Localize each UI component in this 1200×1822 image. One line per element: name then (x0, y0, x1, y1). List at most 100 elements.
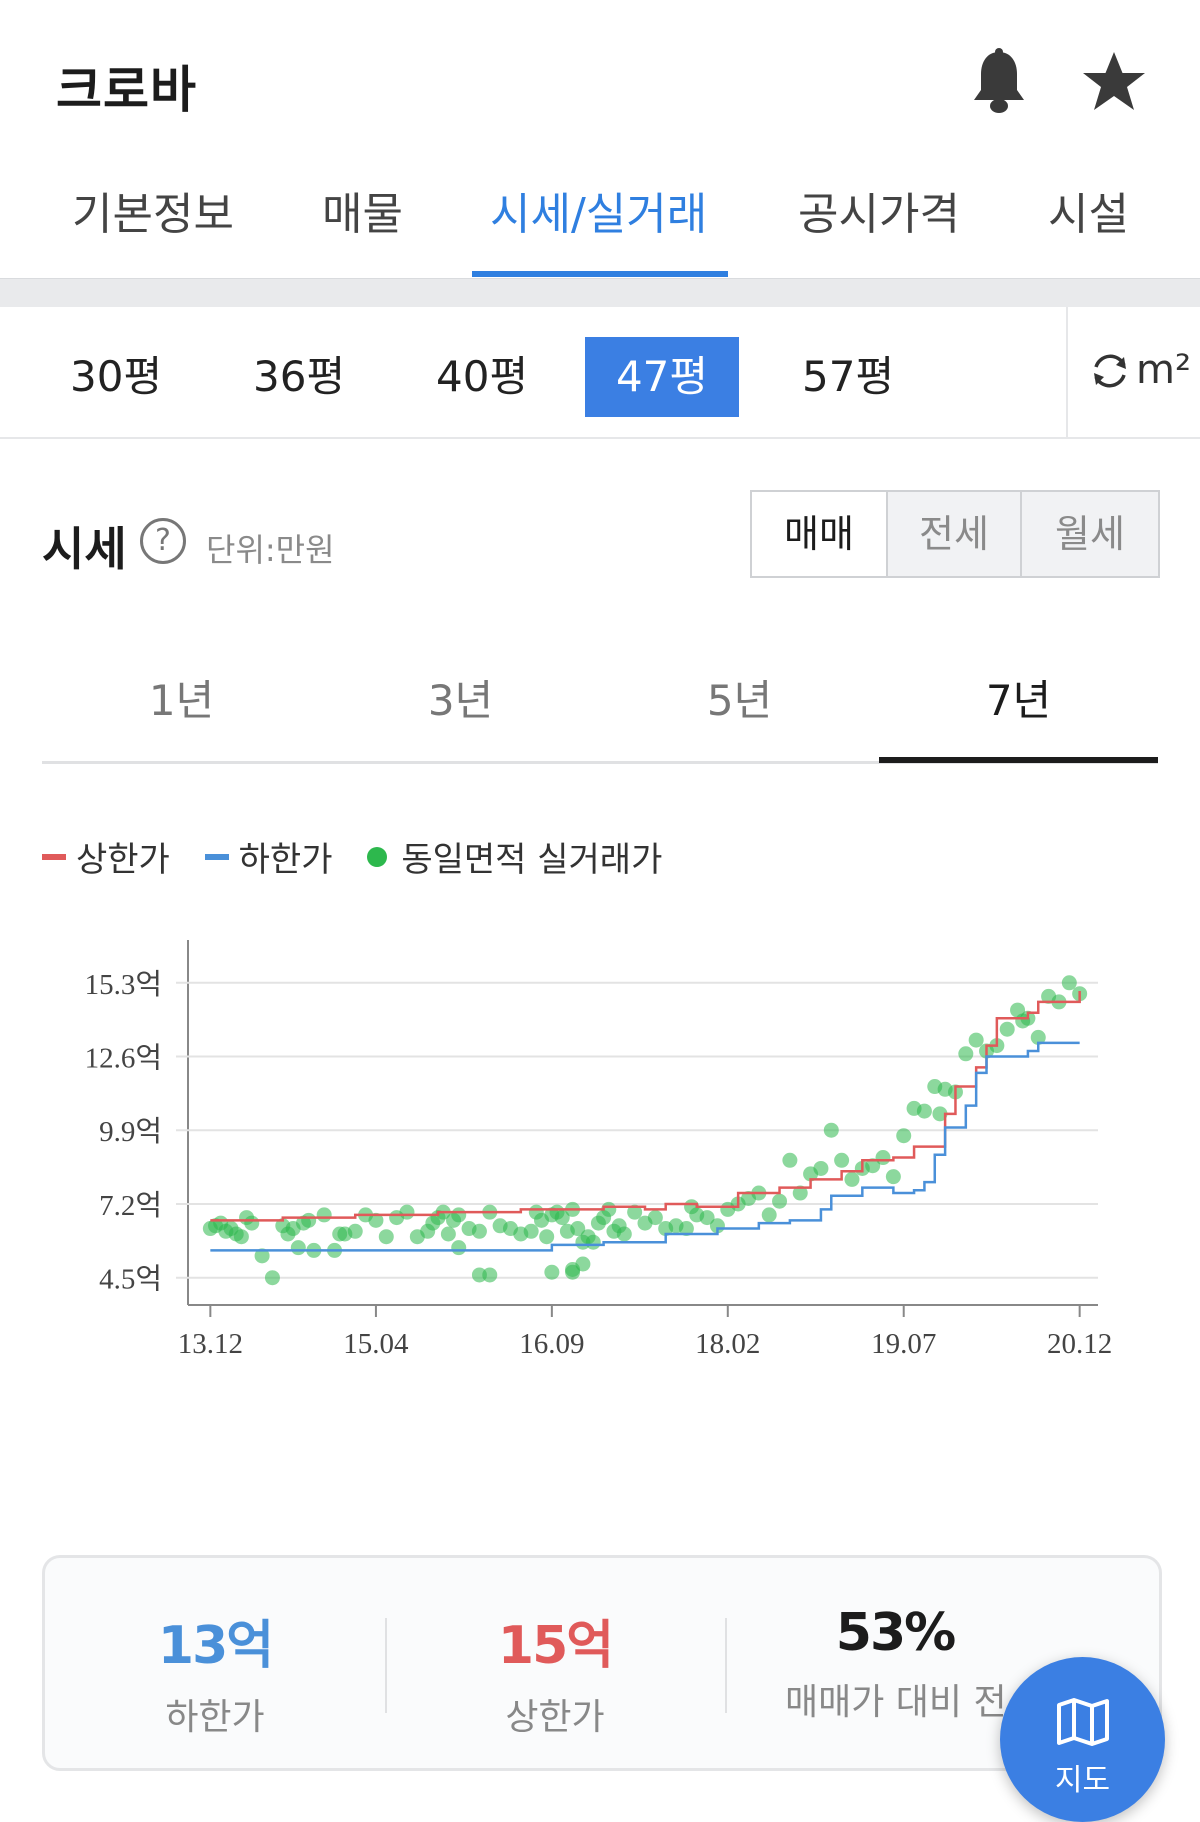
period-7y[interactable]: 7년 (985, 676, 1052, 725)
transaction-point (627, 1204, 643, 1220)
summary-lower: 13억 하한가 (105, 1603, 325, 1740)
help-icon[interactable]: ? (140, 518, 186, 564)
refresh-icon (1088, 349, 1132, 397)
transaction-point (471, 1267, 487, 1283)
legend-upper-swatch (42, 853, 66, 860)
y-tick-label: 15.3억 (85, 969, 162, 1001)
transaction-point (932, 1106, 948, 1122)
trade-type-monthly[interactable]: 월세 (1020, 490, 1160, 578)
legend-lower-label: 하한가 (238, 840, 333, 880)
summary-lower-label: 하한가 (165, 1697, 265, 1738)
summary-divider (385, 1618, 387, 1713)
transaction-point (834, 1152, 850, 1168)
upper-price-line (210, 990, 1081, 1222)
lower-price-line (210, 1041, 1080, 1252)
transaction-point (368, 1212, 384, 1228)
period-3y[interactable]: 3년 (427, 676, 494, 725)
map-icon (1056, 1697, 1110, 1751)
period-tabs: 1년 3년 5년 7년 (42, 645, 1158, 764)
period-1y[interactable]: 1년 (148, 676, 215, 725)
unit-caption: 단위:만원 (206, 531, 335, 569)
transaction-point (254, 1248, 270, 1264)
transaction-point (565, 1264, 581, 1280)
star-icon[interactable] (1080, 48, 1148, 120)
section-divider (0, 279, 1200, 307)
transaction-point (896, 1128, 912, 1144)
transaction-point (233, 1229, 249, 1245)
transaction-point (482, 1267, 498, 1283)
transaction-point (813, 1160, 829, 1176)
transaction-point (451, 1207, 467, 1223)
transaction-point (440, 1226, 456, 1242)
x-tick-label: 19.07 (871, 1328, 936, 1360)
period-5y[interactable]: 5년 (706, 676, 773, 725)
transaction-point (264, 1270, 280, 1286)
chart-legend: 상한가 하한가 동일면적 실거래가 (42, 832, 662, 882)
transaction-point (316, 1207, 332, 1223)
transaction-point (347, 1223, 363, 1239)
x-tick-label: 15.04 (343, 1328, 409, 1360)
summary-upper-label: 상한가 (505, 1697, 605, 1738)
transaction-point (378, 1229, 394, 1245)
summary-upper: 15억 상한가 (445, 1603, 665, 1740)
size-option-36[interactable]: 36평 (253, 352, 346, 401)
app-header: 크로바 (0, 0, 1200, 150)
transaction-point (782, 1152, 798, 1168)
bell-icon[interactable] (970, 48, 1028, 120)
transaction-point (585, 1234, 601, 1250)
price-summary-card: 13억 하한가 15억 상한가 53% 매매가 대비 전 (42, 1555, 1162, 1771)
area-size-selector: 30평 36평 40평 47평 57평 m² (0, 307, 1200, 439)
y-tick-label: 9.9억 (99, 1116, 162, 1148)
summary-ratio: 53% 매매가 대비 전 (785, 1603, 1007, 1725)
tab-listings[interactable]: 매물 (322, 189, 403, 240)
y-tick-label: 12.6억 (85, 1043, 162, 1075)
tab-official-price[interactable]: 공시가격 (798, 189, 960, 240)
y-tick-label: 7.2억 (99, 1190, 162, 1222)
transaction-point (885, 1169, 901, 1185)
size-option-30[interactable]: 30평 (70, 352, 163, 401)
active-period-indicator (879, 757, 1158, 763)
transaction-point (678, 1221, 694, 1237)
transaction-point (451, 1240, 467, 1256)
transaction-point (1061, 975, 1077, 991)
transaction-point (823, 1122, 839, 1138)
transaction-point (916, 1103, 932, 1119)
trade-type-jeonse[interactable]: 전세 (886, 490, 1022, 578)
y-tick-label: 4.5억 (99, 1264, 162, 1296)
transaction-point (301, 1212, 317, 1228)
x-tick-label: 20.12 (1047, 1328, 1112, 1360)
unit-label: m² (1136, 347, 1191, 393)
transaction-point (399, 1204, 415, 1220)
transaction-point (761, 1207, 777, 1223)
transaction-point (570, 1221, 586, 1237)
summary-ratio-value: 53% (835, 1603, 956, 1663)
unit-toggle-button[interactable]: m² (1066, 307, 1200, 437)
main-tabs: 기본정보 매물 시세/실거래 공시가격 시설 (0, 150, 1200, 281)
tab-basic-info[interactable]: 기본정보 (72, 189, 234, 240)
transaction-point (616, 1226, 632, 1242)
transaction-point (523, 1223, 539, 1239)
size-option-57[interactable]: 57평 (802, 352, 895, 401)
tab-facilities[interactable]: 시설 (1048, 189, 1129, 240)
transaction-point (772, 1193, 788, 1209)
summary-upper-value: 15억 (497, 1616, 614, 1676)
legend-transaction-label: 동일면적 실거래가 (401, 840, 663, 880)
transaction-point (575, 1256, 591, 1272)
transaction-point (471, 1223, 487, 1239)
summary-divider (725, 1618, 727, 1713)
map-button[interactable]: 지도 (1000, 1657, 1165, 1822)
x-tick-label: 18.02 (695, 1328, 760, 1360)
legend-upper-label: 상한가 (76, 840, 170, 880)
transaction-point (647, 1210, 663, 1226)
tab-price-transactions[interactable]: 시세/실거래 (490, 189, 708, 240)
x-tick-label: 16.09 (519, 1328, 584, 1360)
legend-lower-swatch (204, 853, 229, 860)
transaction-point (539, 1229, 555, 1245)
page-title: 크로바 (56, 61, 197, 119)
transaction-point (958, 1046, 974, 1062)
transaction-point (999, 1021, 1015, 1037)
price-chart: 4.5억 7.2억 9.9억 12.6억 15.3억 13.12 15.04 16.09 18.… (85, 940, 1112, 1360)
size-option-40[interactable]: 40평 (436, 352, 529, 401)
trade-type-sale[interactable]: 매매 (750, 490, 888, 578)
size-option-47[interactable]: 47평 (585, 337, 739, 417)
